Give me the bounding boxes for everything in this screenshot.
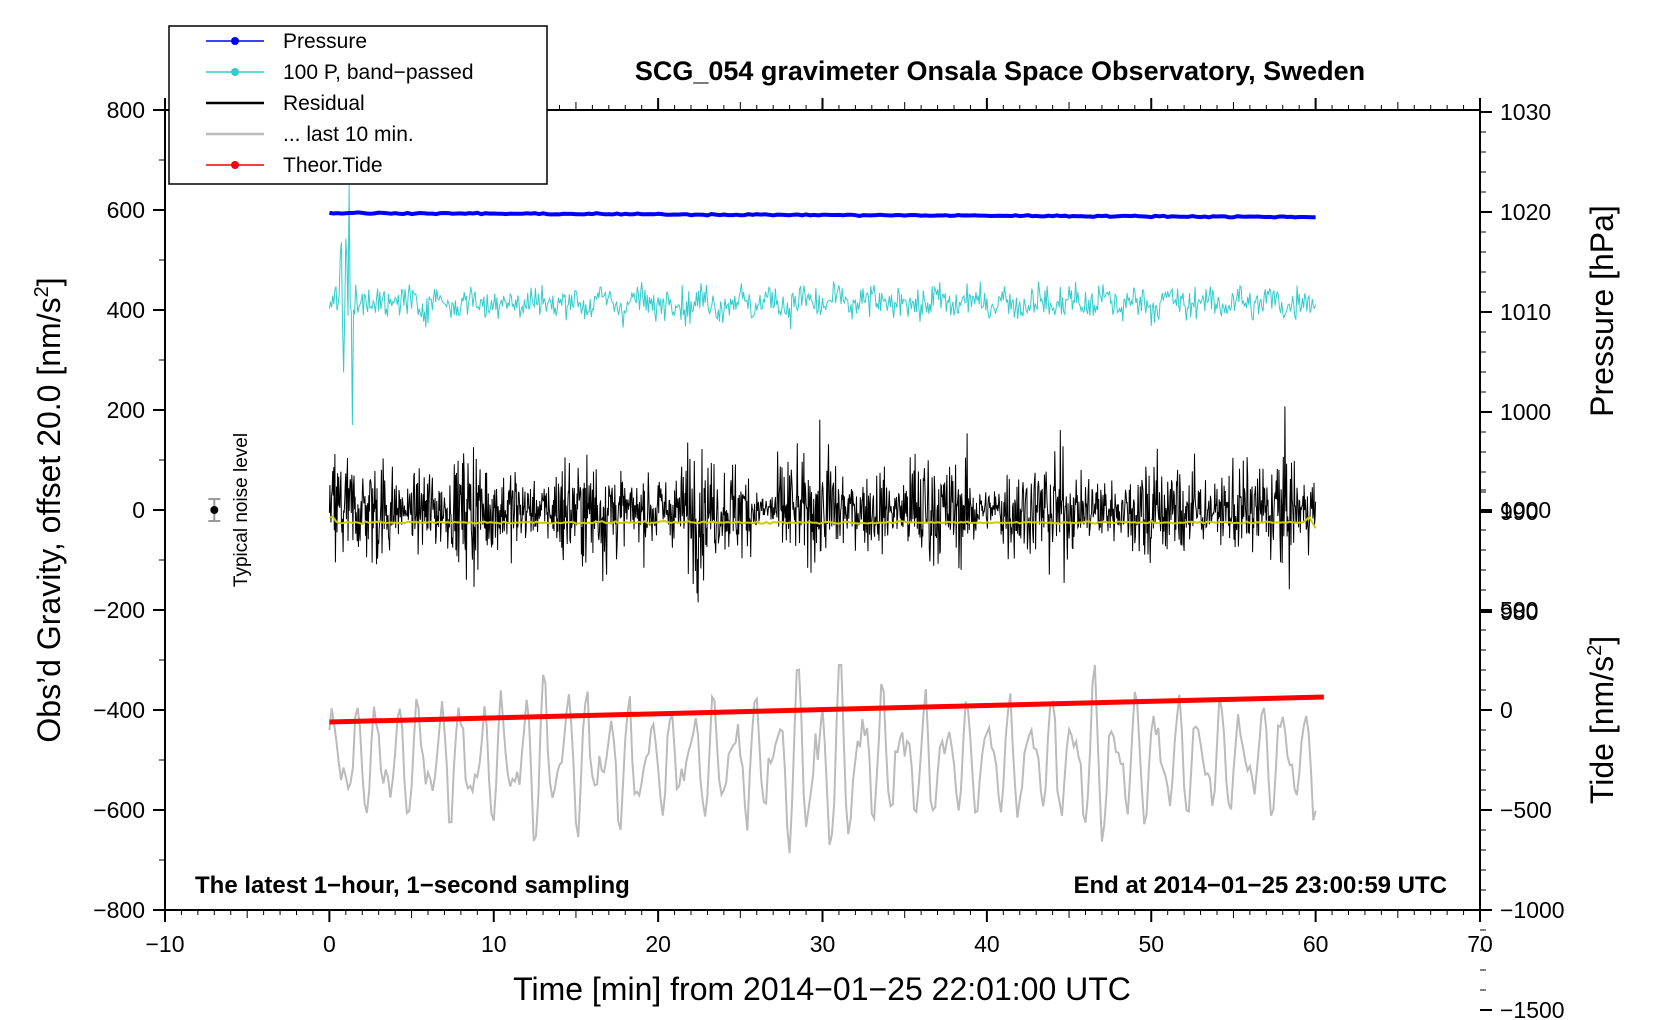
y-tick-label: 600 — [107, 197, 145, 223]
annotation-end-time: End at 2014−01−25 23:00:59 UTC — [1073, 872, 1447, 899]
annotation-sampling: The latest 1−hour, 1−second sampling — [195, 872, 630, 899]
legend-box — [168, 25, 548, 185]
legend-label: Theor.Tide — [283, 154, 383, 177]
x-tick-label: 60 — [1303, 931, 1329, 957]
pressure-tick-label: 990 — [1500, 499, 1538, 525]
legend-label: Residual — [283, 92, 365, 115]
tide-tick-label: −500 — [1500, 797, 1552, 823]
series-last-10-min — [328, 664, 1317, 854]
legend-marker — [231, 161, 239, 169]
y-tick-label: 0 — [132, 497, 145, 523]
x-tick-label: 40 — [974, 931, 1000, 957]
y-axis-tide: 1000 500 0 −500 −1000 −1500 — [1480, 489, 1565, 1020]
y-axis-left: 800 600 400 200 0 −200 −400 −600 −800 — [93, 97, 165, 923]
data-series-layer — [328, 184, 1324, 854]
tide-tick-label: 1000 — [1500, 497, 1551, 523]
y-tick-label: −800 — [93, 897, 145, 923]
chart-title: SCG_054 gravimeter Onsala Space Observat… — [635, 56, 1365, 86]
y-axis-left-title-sup: 2 — [31, 286, 53, 297]
noise-level-label: Typical noise level — [231, 433, 252, 587]
x-tick-label: −10 — [145, 931, 184, 957]
pressure-tick-label: 1020 — [1500, 199, 1551, 225]
y-axis-tide-title: Tide [nm/s2] — [1584, 636, 1620, 804]
tide-tick-label: 500 — [1500, 597, 1538, 623]
x-tick-label: 10 — [481, 931, 507, 957]
tide-tick-label: −1500 — [1500, 997, 1565, 1020]
legend-label: ... last 10 min. — [283, 123, 414, 146]
y-tick-label: 200 — [107, 397, 145, 423]
y-tick-label: −400 — [93, 697, 145, 723]
series-band-passed-pressure — [328, 184, 1317, 426]
x-tick-label: 50 — [1138, 931, 1164, 957]
x-tick-label: 70 — [1467, 931, 1493, 957]
series-pressure — [329, 210, 1316, 220]
legend-label: Pressure — [283, 30, 367, 53]
legend: Pressure 100 P, band−passed Residual ... la… — [168, 25, 548, 185]
series-theoretical-tide — [329, 694, 1324, 725]
y-axis-pressure-title: Pressure [hPa] — [1584, 205, 1620, 417]
noise-point — [210, 506, 219, 514]
x-tick-label: 0 — [323, 931, 336, 957]
y-axis-left-title: Obs’d Gravity, offset 20.0 [nm/s2] — [31, 277, 67, 742]
y-axis-tide-title-main: Tide [nm/s — [1584, 656, 1620, 804]
y-axis-tide-title-end: ] — [1584, 636, 1620, 645]
pressure-tick-label: 1030 — [1500, 99, 1551, 125]
x-axis-title: Time [min] from 2014−01−25 22:01:00 UTC — [513, 971, 1131, 1007]
y-axis-left-title-main: Obs’d Gravity, offset 20.0 [nm/s — [31, 297, 67, 742]
tide-tick-label: 0 — [1500, 697, 1513, 723]
legend-marker — [231, 37, 239, 45]
y-axis-tide-title-sup: 2 — [1584, 645, 1606, 656]
pressure-tick-label: 1000 — [1500, 399, 1551, 425]
pressure-tick-label: 980 — [1500, 599, 1538, 625]
tide-tick-label: −1000 — [1500, 897, 1565, 923]
pressure-tick-label: 1010 — [1500, 299, 1551, 325]
legend-marker — [231, 68, 239, 76]
series-residual — [328, 406, 1317, 603]
y-tick-label: −600 — [93, 797, 145, 823]
x-tick-label: 30 — [810, 931, 836, 957]
y-tick-label: −200 — [93, 597, 145, 623]
y-tick-label: 400 — [107, 297, 145, 323]
noise-level-indicator — [208, 498, 221, 522]
y-tick-label: 800 — [107, 97, 145, 123]
series-residual-smoothed — [329, 515, 1317, 529]
x-tick-label: 20 — [645, 931, 671, 957]
legend-label: 100 P, band−passed — [283, 61, 474, 84]
y-axis-left-title-end: ] — [31, 277, 67, 286]
